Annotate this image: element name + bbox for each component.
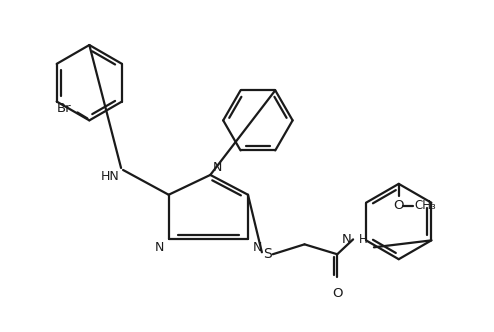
Text: O: O <box>393 199 404 212</box>
Text: N: N <box>154 241 164 254</box>
Text: H: H <box>359 233 368 246</box>
Text: Br: Br <box>57 102 72 115</box>
Text: O: O <box>332 287 342 300</box>
Text: N: N <box>253 241 262 254</box>
Text: S: S <box>263 247 272 261</box>
Text: N: N <box>212 161 222 174</box>
Text: CH₃: CH₃ <box>414 199 436 212</box>
Text: N: N <box>341 233 351 246</box>
Text: HN: HN <box>100 170 119 183</box>
